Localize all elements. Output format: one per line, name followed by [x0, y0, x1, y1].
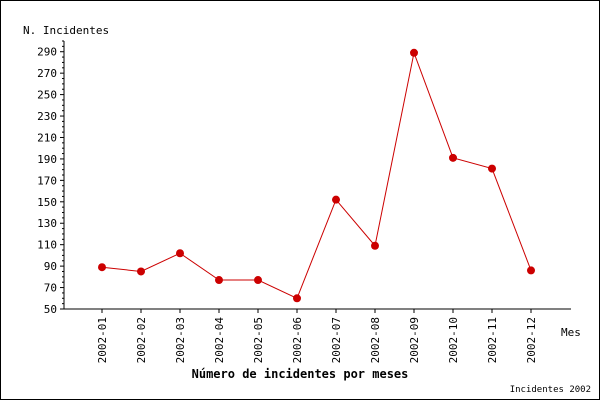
data-point [410, 48, 418, 57]
data-point [176, 249, 184, 258]
chart-footer: Incidentes 2002 [510, 385, 591, 395]
x-tick-label: 2002-12 [525, 317, 538, 363]
y-tick-label: 230 [37, 110, 57, 123]
x-tick-label: 2002-05 [252, 317, 265, 363]
x-ticks: 2002-01 2002-02 2002-03 2002-04 2002-05 2002-… [96, 309, 538, 363]
x-tick-label: 2002-01 [96, 317, 109, 363]
y-ticks: 50 70 90 110 130 150 170 190 210 230 250 270 290 [37, 40, 64, 316]
y-tick-label: 290 [37, 46, 57, 59]
series-line [101, 50, 532, 299]
x-tick-label: 2002-03 [174, 317, 187, 363]
y-tick-label: 150 [37, 196, 57, 209]
y-tick-label: 190 [37, 153, 57, 166]
x-tick-label: 2002-04 [213, 317, 226, 364]
x-axis-label: Mes [561, 326, 581, 339]
y-axis-label: N. Incidentes [23, 24, 109, 37]
data-point [293, 294, 301, 303]
x-tick-label: 2002-07 [330, 317, 343, 363]
x-tick-label: 2002-10 [447, 317, 460, 363]
x-tick-label: 2002-09 [408, 317, 421, 363]
data-point [527, 266, 535, 275]
y-tick-label: 110 [37, 239, 57, 252]
y-tick-label: 130 [37, 217, 57, 230]
x-tick-label: 2002-06 [291, 317, 304, 363]
x-tick-label: 2002-11 [486, 317, 499, 363]
data-point [488, 164, 496, 173]
data-point [371, 241, 379, 250]
chart-title: Número de incidentes por meses [192, 367, 409, 381]
data-point [137, 267, 145, 276]
data-point [254, 276, 262, 285]
data-point [449, 153, 457, 162]
y-tick-label: 250 [37, 89, 57, 102]
x-tick-label: 2002-02 [135, 317, 148, 363]
x-tick-label: 2002-08 [369, 317, 382, 363]
series-layer [98, 48, 535, 303]
y-tick-label: 70 [44, 282, 57, 295]
y-tick-label: 270 [37, 67, 57, 80]
data-point [332, 195, 340, 204]
data-point [215, 276, 223, 285]
y-tick-label: 170 [37, 174, 57, 187]
y-tick-label: 210 [37, 131, 57, 144]
y-tick-label: 90 [44, 260, 57, 273]
y-tick-label: 50 [44, 303, 57, 316]
data-point [98, 263, 106, 272]
